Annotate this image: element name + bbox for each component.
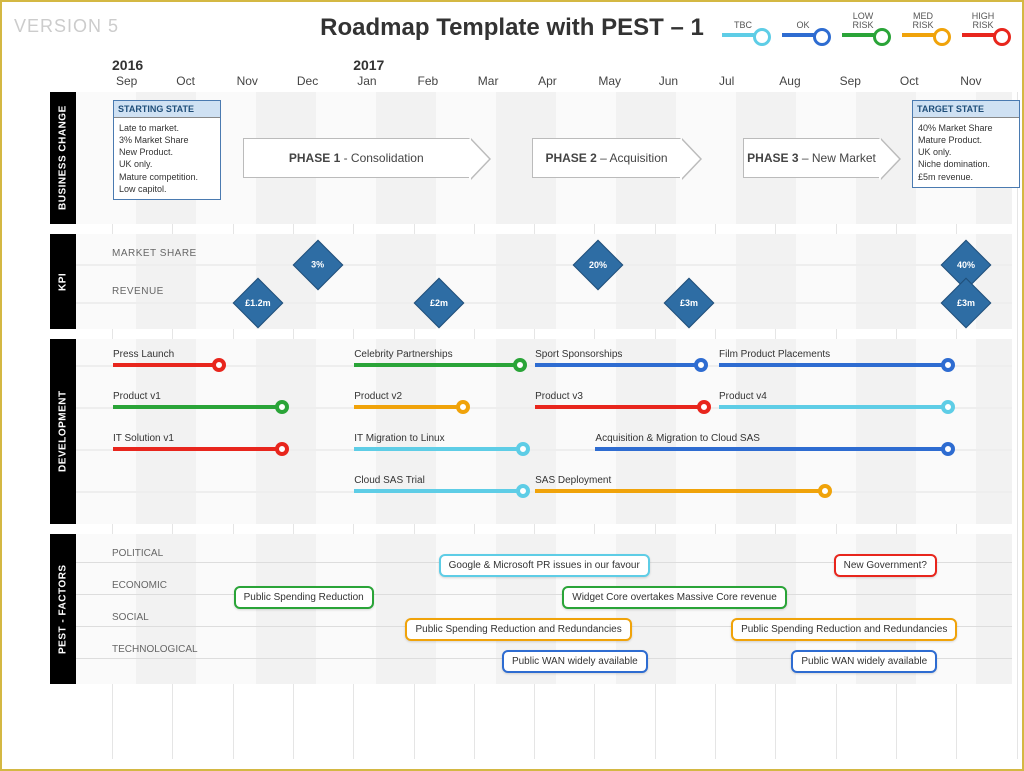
lane-title: DEVELOPMENT [50,339,76,524]
kpi-diamond: 3% [294,241,342,289]
dev-item-label: IT Migration to Linux [354,433,444,444]
pest-factor-box: Widget Core overtakes Massive Core reven… [562,586,787,609]
dev-item-label: Cloud SAS Trial [354,475,425,486]
lane-development: DEVELOPMENT Press Launch Celebrity Partne… [50,339,1012,524]
pest-row-label: ECONOMIC [112,580,167,591]
month-label: Apr [538,74,557,88]
dev-item-label: Product v3 [535,391,583,402]
pest-row-label: POLITICAL [112,548,163,559]
phase-arrow: PHASE 2 – Acquisition [532,138,681,178]
dev-item-label: SAS Deployment [535,475,611,486]
month-label: Nov [960,74,981,88]
kpi-row-label: REVENUE [112,286,164,297]
lane-kpi: KPI MARKET SHARE3%20%40%REVENUE£1.2m£2m£… [50,234,1012,329]
state-box: STARTING STATELate to market.3% Market S… [113,100,221,200]
month-label: Sep [840,74,861,88]
kpi-diamond: 20% [574,241,622,289]
pest-factor-box: Public Spending Reduction [234,586,374,609]
dev-item-label: IT Solution v1 [113,433,174,444]
year-row: 2016 2017 [112,57,1012,73]
dev-item-label: Sport Sponsorships [535,349,622,360]
lane-title: BUSINESS CHANGE [50,92,76,224]
dev-item-label: Acquisition & Migration to Cloud SAS [595,433,760,444]
month-row: Sep Oct Nov Dec Jan Feb Mar Apr May Jun Jul Aug Sep O… [112,74,1012,90]
month-label: Mar [478,74,499,88]
month-label: Feb [418,74,439,88]
lane-business-change: BUSINESS CHANGE STARTING STATELate to ma… [50,92,1012,224]
state-box: TARGET STATE40% Market ShareMature Produ… [912,100,1020,188]
pest-factor-box: Public Spending Reduction and Redundanci… [731,618,957,641]
month-label: Sep [116,74,137,88]
lane-title: PEST - FACTORS [50,534,76,684]
kpi-diamond: £1.2m [234,279,282,327]
legend-item: MED RISK.lg .bar[style*="#f0a30a"]:after… [894,8,952,37]
legend: TBC.lg .bar[style*="#5ecde6"]:after{bord… [714,8,1012,37]
month-label: Jan [357,74,376,88]
pest-factor-box: New Government? [834,554,937,577]
month-label: Jul [719,74,734,88]
month-label: Nov [237,74,258,88]
dev-item-label: Celebrity Partnerships [354,349,452,360]
year-label: 2017 [353,57,384,73]
dev-item-label: Product v2 [354,391,402,402]
month-label: Jun [659,74,678,88]
legend-item: HIGH RISK.lg .bar[style*="#e8261d"]:afte… [954,8,1012,37]
phase-arrow: PHASE 1 - Consolidation [243,138,470,178]
legend-item: TBC.lg .bar[style*="#5ecde6"]:after{bord… [714,8,772,37]
kpi-diamond: £3m [942,279,990,327]
lane-title: KPI [50,234,76,329]
phase-arrow: PHASE 3 – New Market [743,138,880,178]
dev-item-label: Press Launch [113,349,174,360]
kpi-diamond: £3m [665,279,713,327]
month-label: May [598,74,621,88]
legend-item: OK.lg .bar[style*="#2e6cd1"]:after{borde… [774,8,832,37]
month-label: Oct [176,74,195,88]
month-label: Aug [779,74,800,88]
month-label: Oct [900,74,919,88]
pest-factor-box: Public WAN widely available [502,650,648,673]
kpi-diamond: £2m [415,279,463,327]
dev-item-label: Product v4 [719,391,767,402]
pest-factor-box: Google & Microsoft PR issues in our favo… [439,554,650,577]
kpi-row-label: MARKET SHARE [112,248,197,259]
dev-item-label: Product v1 [113,391,161,402]
legend-item: LOW RISK.lg .bar[style*="#2aa438"]:after… [834,8,892,37]
swimlanes: BUSINESS CHANGE STARTING STATELate to ma… [50,92,1012,759]
pest-factor-box: Public Spending Reduction and Redundanci… [405,618,631,641]
month-label: Dec [297,74,318,88]
dev-item-label: Film Product Placements [719,349,830,360]
pest-row-label: TECHNOLOGICAL [112,644,198,655]
year-label: 2016 [112,57,143,73]
pest-factor-box: Public WAN widely available [791,650,937,673]
lane-pest-factors: PEST - FACTORS POLITICAL ECONOMIC SOCIAL TE… [50,534,1012,684]
pest-row-label: SOCIAL [112,612,149,623]
